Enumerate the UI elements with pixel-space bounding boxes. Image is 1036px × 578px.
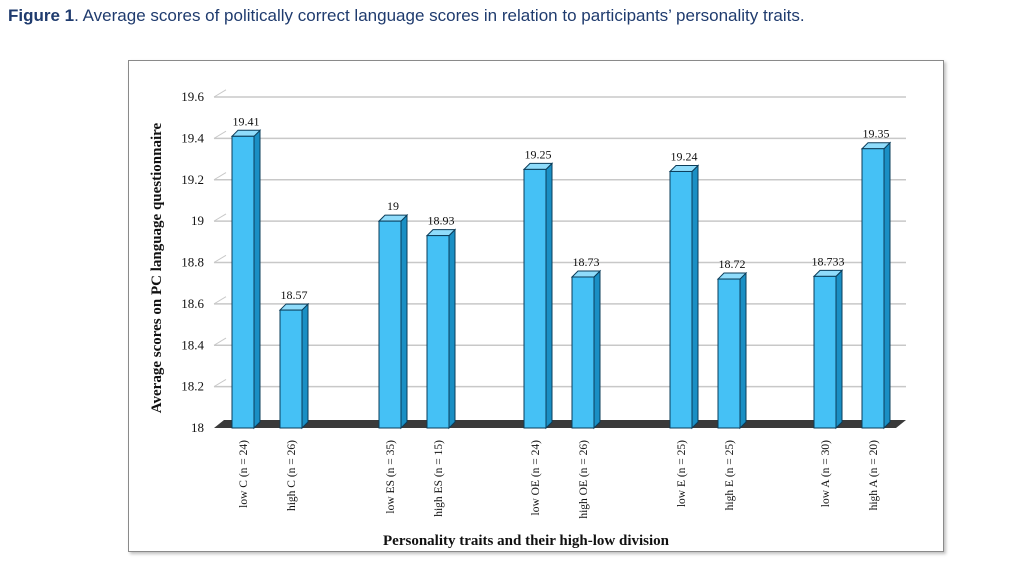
y-tick-label: 18 (191, 420, 204, 435)
figure-caption: Figure 1. Average scores of politically … (8, 6, 1028, 26)
bar (571, 276, 595, 429)
bar-side (593, 269, 601, 430)
category-label: low A (n = 30) (820, 440, 832, 507)
y-tick-label: 18.6 (181, 296, 204, 311)
gridline-depth (213, 296, 227, 305)
data-label: 19.35 (863, 127, 890, 141)
y-tick-label: 19.4 (181, 130, 204, 145)
bar-side (448, 228, 456, 430)
data-label: 18.93 (428, 214, 455, 228)
bar-side (883, 141, 891, 430)
figure-label: Figure 1 (8, 6, 75, 25)
bar-side (691, 164, 699, 430)
bar (279, 309, 303, 429)
figure-caption-text: . Average scores of politically correct … (74, 6, 805, 25)
bar (669, 170, 693, 429)
gridline-depth (213, 378, 227, 388)
bar-side (835, 269, 843, 430)
bar-side (739, 271, 747, 430)
bar (426, 235, 450, 429)
category-label: low E (n = 25) (676, 440, 688, 507)
bar (813, 275, 837, 429)
gridline-depth (213, 213, 227, 222)
gridline-depth (213, 130, 227, 139)
gridline-depth (213, 254, 227, 263)
chart-floor (214, 420, 906, 428)
data-label: 19.41 (233, 114, 260, 128)
data-label: 19.25 (525, 147, 552, 161)
y-tick-label: 19 (191, 213, 204, 228)
bar-side (400, 213, 408, 430)
data-label: 19.24 (671, 149, 698, 163)
bar (231, 135, 255, 429)
category-label: low OE (n = 24) (530, 440, 542, 516)
bar (378, 220, 402, 429)
y-tick-label: 19.2 (181, 172, 204, 187)
bar (717, 278, 741, 429)
category-label: high C (n = 26) (286, 440, 298, 511)
bar (861, 148, 885, 429)
gridline-depth (213, 89, 227, 98)
y-axis-title: Average scores on PC language questionna… (149, 122, 165, 413)
data-label: 19 (387, 199, 399, 213)
bar (523, 168, 547, 429)
gridline-depth (213, 337, 227, 346)
data-label: 18.57 (281, 288, 308, 302)
y-tick-label: 18.4 (181, 337, 204, 352)
category-label: high E (n = 25) (724, 440, 736, 511)
category-label: low ES (n = 35) (385, 440, 397, 514)
gridline-depth (213, 172, 227, 181)
data-label: 18.733 (812, 254, 845, 268)
data-label: 18.72 (719, 257, 746, 271)
y-tick-label: 18.8 (181, 255, 204, 270)
category-label: high A (n = 20) (868, 440, 880, 511)
bar-side (301, 302, 309, 430)
bar-side (545, 162, 553, 430)
category-label: high OE (n = 26) (578, 440, 590, 519)
x-axis-title: Personality traits and their high-low di… (383, 533, 670, 549)
bar-side (253, 129, 261, 430)
data-label: 18.73 (573, 255, 600, 269)
y-tick-label: 19.6 (181, 89, 204, 104)
category-label: high ES (n = 15) (433, 440, 445, 517)
category-label: low C (n = 24) (238, 440, 250, 508)
y-tick-label: 18.2 (181, 379, 204, 394)
